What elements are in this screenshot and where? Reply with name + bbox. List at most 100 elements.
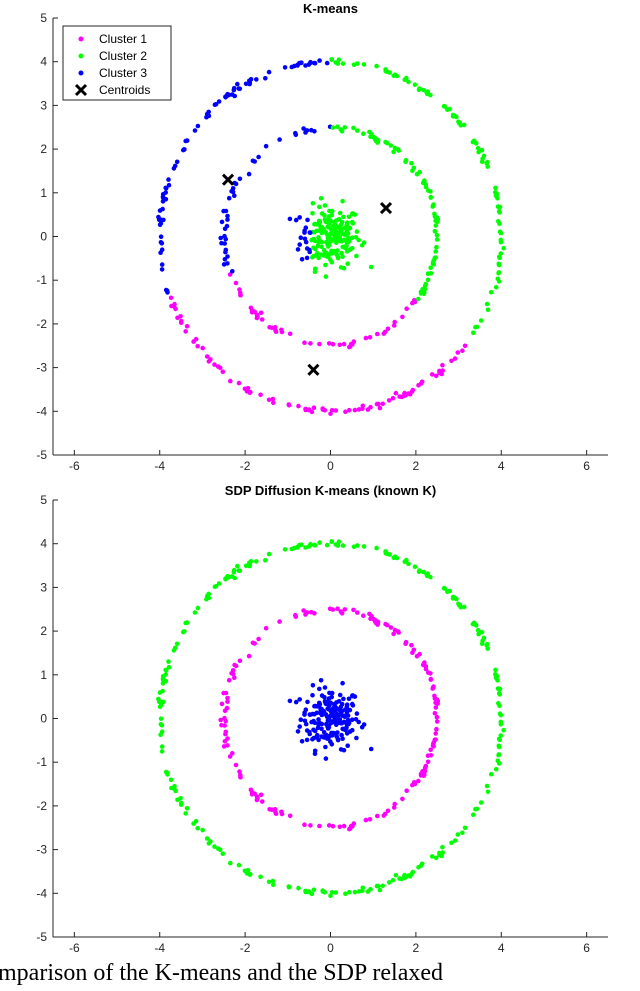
data-point — [392, 554, 398, 559]
data-point — [158, 217, 163, 222]
data-point — [433, 223, 439, 228]
data-point — [193, 336, 199, 342]
data-point — [421, 569, 426, 575]
data-point — [406, 79, 411, 85]
data-point — [342, 125, 348, 130]
data-point — [421, 87, 426, 93]
data-point — [460, 348, 465, 354]
data-point — [166, 659, 171, 664]
data-point — [417, 568, 422, 573]
data-point — [361, 62, 367, 67]
data-point — [314, 228, 320, 234]
y-tick-label: 5 — [40, 11, 47, 25]
data-point — [339, 250, 344, 256]
data-point — [287, 331, 293, 337]
data-point — [480, 638, 485, 643]
data-point — [270, 396, 276, 402]
data-point — [181, 629, 187, 634]
data-point — [424, 573, 430, 579]
data-point — [337, 210, 343, 216]
data-point — [236, 862, 242, 868]
data-point — [271, 882, 276, 888]
data-point — [224, 223, 230, 229]
data-point — [230, 751, 235, 756]
data-point — [450, 112, 456, 118]
data-point — [316, 235, 321, 240]
data-point — [434, 232, 440, 238]
data-point — [327, 702, 332, 708]
data-point — [478, 318, 484, 323]
data-point — [215, 846, 221, 851]
data-point — [351, 62, 357, 67]
data-point — [335, 248, 340, 253]
data-point — [339, 219, 345, 225]
data-point — [179, 318, 184, 324]
data-point — [266, 551, 272, 557]
data-point — [345, 261, 351, 267]
data-point — [422, 765, 428, 771]
data-point — [329, 730, 334, 736]
data-point — [332, 222, 338, 227]
data-point — [433, 249, 439, 254]
data-point — [410, 650, 415, 655]
data-point — [327, 690, 332, 696]
data-point — [225, 695, 230, 701]
data-point — [497, 229, 503, 234]
data-point — [200, 345, 205, 351]
data-point — [407, 873, 412, 879]
data-point — [496, 254, 502, 260]
data-point — [346, 407, 352, 413]
data-point — [228, 860, 233, 866]
data-point — [159, 262, 165, 267]
data-point — [455, 832, 461, 837]
data-point — [329, 890, 335, 895]
data-point — [183, 620, 188, 626]
data-point — [225, 699, 230, 704]
data-point — [273, 811, 279, 816]
data-point — [416, 383, 421, 388]
x-tick-label: -6 — [69, 941, 80, 955]
centroid-marker — [307, 363, 320, 376]
data-point — [340, 198, 345, 204]
data-point — [302, 236, 308, 242]
data-point — [229, 189, 234, 194]
data-point — [223, 208, 229, 214]
data-point — [374, 63, 379, 69]
data-point — [287, 216, 293, 222]
data-point — [493, 667, 498, 673]
data-point — [418, 291, 424, 296]
data-point — [320, 889, 326, 894]
data-point — [292, 545, 297, 551]
data-point — [319, 693, 325, 698]
data-point — [344, 239, 350, 245]
data-point — [224, 705, 230, 711]
data-point — [295, 729, 301, 734]
data-point — [385, 326, 391, 332]
data-point — [311, 245, 316, 251]
data-point — [311, 727, 316, 733]
data-point — [475, 628, 481, 633]
data-point — [419, 379, 425, 385]
data-point — [343, 891, 348, 897]
data-point — [334, 717, 340, 722]
data-point — [345, 713, 351, 718]
data-point — [484, 783, 490, 789]
data-point — [428, 671, 433, 676]
data-point — [303, 63, 308, 68]
data-point — [433, 705, 439, 710]
data-point — [252, 159, 257, 164]
data-point — [237, 658, 243, 664]
data-point — [316, 700, 322, 706]
data-point — [238, 290, 243, 296]
y-tick-label: -3 — [36, 361, 47, 375]
data-point — [399, 394, 405, 400]
data-point — [226, 195, 232, 201]
data-point — [496, 736, 502, 742]
y-tick-label: 2 — [40, 142, 47, 156]
data-point — [297, 242, 303, 247]
data-point — [344, 725, 349, 730]
data-point — [349, 717, 355, 722]
data-point — [391, 149, 396, 155]
data-point — [493, 767, 499, 772]
data-point — [218, 235, 223, 241]
